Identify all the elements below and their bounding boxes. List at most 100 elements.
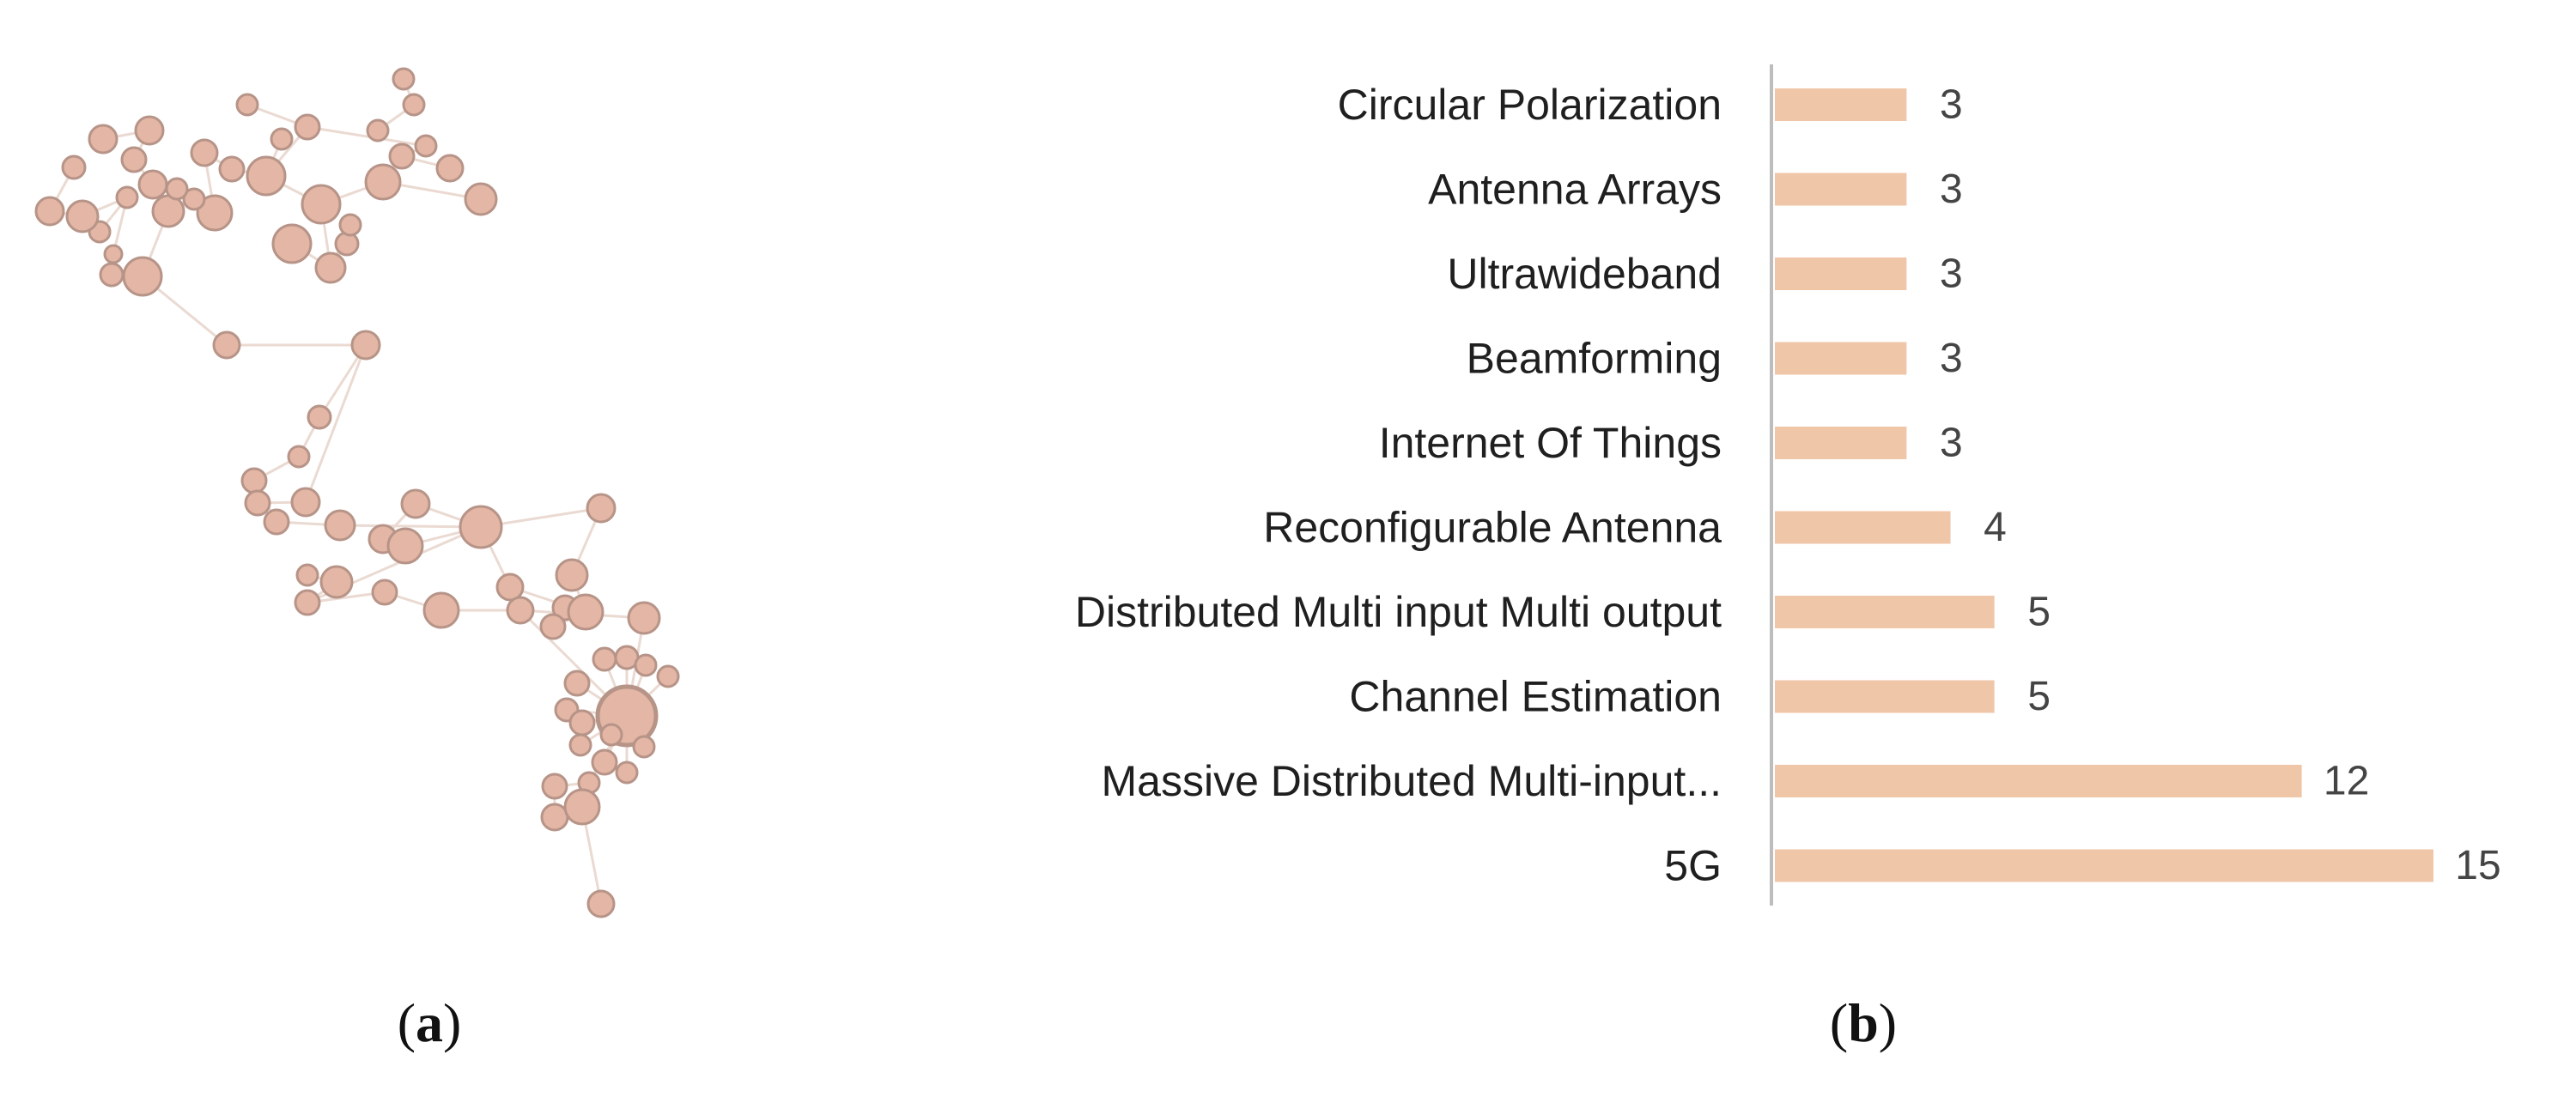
category-label: 5G bbox=[1664, 842, 1722, 890]
data-label: 3 bbox=[1940, 421, 1963, 466]
network-node bbox=[290, 487, 321, 518]
category-label: Circular Polarization bbox=[1338, 81, 1722, 129]
network-node bbox=[165, 177, 189, 201]
network-node bbox=[459, 505, 503, 549]
network-node bbox=[555, 558, 589, 592]
network-node bbox=[235, 93, 259, 117]
network-node bbox=[400, 488, 431, 519]
bar bbox=[1775, 342, 1907, 375]
network-node bbox=[586, 493, 617, 524]
network-node bbox=[263, 508, 290, 536]
network-node bbox=[541, 773, 568, 800]
network-node bbox=[212, 330, 241, 360]
network-node bbox=[88, 124, 118, 155]
network-node bbox=[294, 113, 321, 141]
network-node bbox=[591, 748, 618, 776]
network-node bbox=[218, 155, 246, 183]
network-node bbox=[61, 155, 87, 180]
category-label: Ultrawideband bbox=[1447, 250, 1722, 298]
network-node bbox=[294, 589, 321, 616]
network-node bbox=[586, 889, 616, 918]
panel-b-caption: (b) bbox=[1829, 992, 1898, 1053]
network-node bbox=[506, 596, 535, 625]
network-node bbox=[563, 788, 601, 826]
network-edge bbox=[339, 524, 482, 529]
network-node bbox=[122, 256, 163, 297]
category-label: Distributed Multi input Multi output bbox=[1075, 588, 1722, 636]
network-node bbox=[246, 155, 287, 197]
network-node bbox=[422, 591, 460, 629]
network-node bbox=[563, 670, 591, 697]
panel-a-caption: (a) bbox=[397, 992, 462, 1053]
network-node bbox=[120, 146, 148, 173]
network-edge bbox=[304, 344, 368, 503]
network-node bbox=[115, 185, 139, 209]
network-node bbox=[319, 565, 354, 599]
network-node bbox=[656, 664, 680, 688]
data-label: 3 bbox=[1940, 251, 1963, 297]
bar-chart: Circular Polarization 3 Antenna Arrays 3 Ult… bbox=[1075, 64, 2501, 906]
category-label: Antenna Arrays bbox=[1428, 166, 1722, 214]
network-node bbox=[301, 184, 342, 225]
data-label: 3 bbox=[1940, 167, 1963, 212]
network-node bbox=[599, 723, 623, 747]
bar bbox=[1775, 88, 1907, 121]
data-label: 5 bbox=[2027, 590, 2050, 635]
network-edge bbox=[307, 125, 427, 148]
data-label: 5 bbox=[2027, 674, 2050, 719]
bar bbox=[1775, 596, 1995, 628]
category-label: Internet Of Things bbox=[1379, 419, 1722, 467]
network-node bbox=[338, 213, 362, 237]
network-node bbox=[615, 761, 639, 785]
network-node bbox=[190, 138, 219, 167]
network-node bbox=[388, 142, 416, 170]
network-node bbox=[386, 527, 424, 565]
network-node bbox=[632, 735, 656, 759]
network-node bbox=[270, 127, 294, 151]
network-node bbox=[495, 573, 525, 602]
category-label: Beamforming bbox=[1467, 335, 1722, 383]
network-node bbox=[196, 194, 234, 232]
network-node bbox=[182, 187, 206, 211]
network-node bbox=[295, 563, 319, 587]
network-node bbox=[314, 251, 347, 284]
network-graph bbox=[34, 67, 680, 918]
network-node bbox=[366, 118, 390, 142]
network-nodes bbox=[34, 67, 680, 918]
category-label: Reconfigurable Antenna bbox=[1263, 504, 1722, 552]
network-node bbox=[134, 115, 165, 146]
network-node bbox=[568, 733, 592, 757]
network-node bbox=[627, 601, 661, 635]
network-node bbox=[567, 593, 605, 631]
network-node bbox=[244, 489, 271, 517]
bar bbox=[1775, 849, 2433, 882]
network-node bbox=[539, 613, 567, 640]
network-node bbox=[65, 199, 100, 233]
network-node bbox=[324, 509, 356, 542]
bar bbox=[1775, 173, 1907, 206]
network-node bbox=[364, 163, 402, 201]
network-node bbox=[634, 653, 658, 677]
network-node bbox=[371, 579, 398, 606]
network-node bbox=[271, 223, 313, 264]
network-node bbox=[103, 244, 124, 264]
data-label: 4 bbox=[1984, 505, 2007, 550]
bar bbox=[1775, 511, 1951, 544]
network-node bbox=[392, 67, 416, 91]
bar bbox=[1775, 765, 2302, 797]
data-label: 3 bbox=[1940, 336, 1963, 381]
bar bbox=[1775, 258, 1907, 290]
network-node bbox=[34, 196, 65, 227]
network-node bbox=[402, 93, 426, 117]
network-node bbox=[307, 404, 332, 430]
bar bbox=[1775, 427, 1907, 459]
network-node bbox=[464, 182, 498, 216]
network-node bbox=[414, 134, 438, 158]
bar bbox=[1775, 680, 1995, 713]
category-label: Massive Distributed Multi-input... bbox=[1102, 757, 1722, 805]
network-node bbox=[435, 154, 465, 183]
network-node bbox=[287, 445, 311, 469]
category-label: Channel Estimation bbox=[1349, 673, 1722, 721]
network-node bbox=[350, 330, 381, 361]
data-label: 15 bbox=[2455, 843, 2500, 888]
